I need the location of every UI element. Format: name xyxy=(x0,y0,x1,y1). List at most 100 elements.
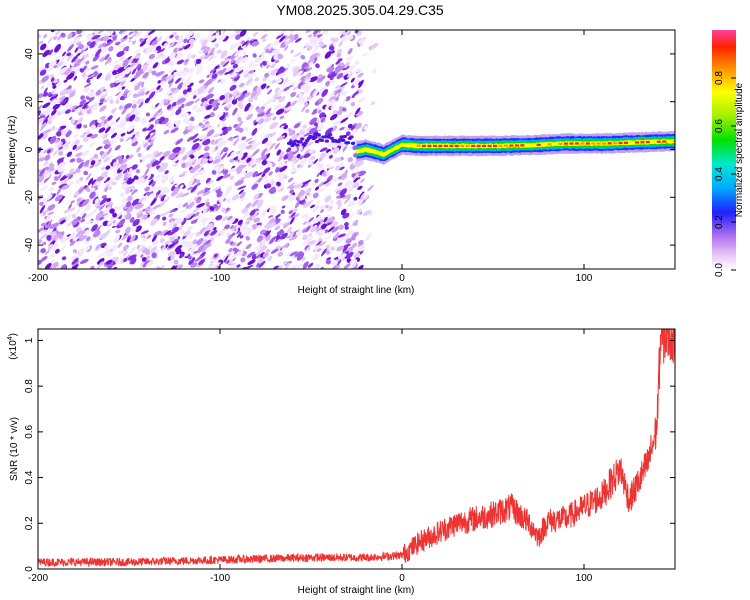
spectrogram-noise-blob xyxy=(44,154,51,161)
spectrogram-noise-blob xyxy=(47,149,51,154)
spectrogram-noise-blob xyxy=(176,70,185,77)
spectrogram-noise-blob xyxy=(211,73,218,79)
spectrogram-noise-blob xyxy=(265,234,271,242)
spectrogram-noise-blob xyxy=(249,209,256,216)
spectrogram-noise-blob xyxy=(198,227,206,235)
spectrogram-noise-blob xyxy=(86,67,91,73)
spectrogram-noise-blob xyxy=(222,215,229,222)
spectrogram-noise-blob xyxy=(94,203,100,208)
spectrogram-noise-blob xyxy=(162,187,169,193)
spectrogram-noise-blob xyxy=(85,236,91,242)
spectrogram-noise-blob xyxy=(70,67,76,73)
spectrogram-noise-blob xyxy=(107,115,113,121)
spectrogram-noise-blob xyxy=(183,129,189,135)
spectrogram-noise-blob xyxy=(343,263,351,269)
spectrogram-noise-blob xyxy=(268,48,276,54)
spectrogram-noise-blob xyxy=(260,34,268,40)
spectrogram-noise-blob xyxy=(146,145,151,151)
spectrogram-noise-blob xyxy=(170,255,175,261)
spectrogram-noise-blob xyxy=(101,195,107,199)
spectrogram-feature-blob xyxy=(345,141,351,145)
spectrogram-noise-blob xyxy=(229,175,234,181)
spectrogram-noise-blob xyxy=(358,191,365,200)
spectrogram-noise-blob xyxy=(283,80,291,84)
spectrogram-noise-blob xyxy=(227,260,233,265)
colorbar-label: Normalized spectral amplitude xyxy=(734,82,745,217)
spectrogram-noise-blob xyxy=(44,91,54,97)
spectrogram-xtick-label: 0 xyxy=(399,273,405,284)
spectrogram-feature-blob xyxy=(295,143,300,147)
spectrogram-noise-blob xyxy=(127,254,137,261)
spectrogram-noise-blob xyxy=(141,64,148,72)
spectrogram-noise-blob xyxy=(224,208,232,214)
spectrogram-noise-blob xyxy=(178,253,184,259)
spectrogram-noise-blob xyxy=(129,107,136,116)
spectrogram-noise-blob xyxy=(237,152,244,160)
spectrogram-noise-blob xyxy=(191,89,199,96)
spectrogram-noise-blob xyxy=(245,78,253,85)
spectrogram-noise-blob xyxy=(106,218,114,226)
spectrogram-noise-blob xyxy=(308,160,313,166)
spectrogram-noise-blob xyxy=(196,202,205,208)
spectrogram-noise-blob xyxy=(58,183,68,189)
spectrogram-noise-blob xyxy=(345,56,354,61)
spectrogram-noise-blob xyxy=(186,87,192,92)
spectrogram-noise-blob xyxy=(280,232,288,240)
spectrogram-noise-blob xyxy=(278,96,286,103)
spectrogram-noise-blob xyxy=(275,236,282,242)
spectrogram-noise-blob xyxy=(126,32,136,39)
spectrogram-feature-blob xyxy=(298,140,303,144)
spectrogram-noise-blob xyxy=(288,194,295,202)
spectrogram-noise-blob xyxy=(269,122,278,130)
spectrogram-noise-blob xyxy=(261,159,268,166)
spectrogram-noise-field xyxy=(38,30,379,269)
spectrogram-noise-blob xyxy=(242,251,248,257)
spectrogram-noise-blob xyxy=(141,257,147,262)
spectrogram-noise-blob xyxy=(335,264,340,269)
spectrogram-noise-blob xyxy=(168,220,174,229)
spectrogram-noise-blob xyxy=(220,68,227,75)
spectrogram-noise-blob xyxy=(276,78,283,84)
spectrogram-noise-blob xyxy=(342,194,352,200)
spectrogram-noise-blob xyxy=(78,248,85,255)
spectrogram-xtick-label: -200 xyxy=(28,273,48,284)
spectrogram-noise-blob xyxy=(48,186,55,192)
spectrogram-noise-blob xyxy=(335,59,341,65)
spectrogram-noise-blob xyxy=(112,168,118,174)
spectrogram-noise-blob xyxy=(42,149,50,154)
spectrogram-noise-blob xyxy=(318,74,323,79)
spectrogram-noise-blob xyxy=(168,42,175,49)
spectrogram-noise-blob xyxy=(213,204,218,209)
spectrogram-noise-blob xyxy=(95,212,102,221)
spectrogram-noise-blob xyxy=(135,225,142,232)
spectrogram-noise-blob xyxy=(88,91,96,98)
spectrogram-feature-blob xyxy=(326,135,331,139)
spectrogram-noise-blob xyxy=(55,174,62,181)
spectrogram-noise-blob xyxy=(341,91,348,96)
spectrogram-noise-blob xyxy=(159,116,166,122)
spectrogram-noise-blob xyxy=(271,162,276,168)
spectrogram-noise-blob xyxy=(69,240,76,246)
spectrogram-noise-blob xyxy=(195,58,202,64)
spectrogram-noise-blob xyxy=(331,50,335,54)
spectrogram-noise-blob xyxy=(162,221,167,226)
spectrogram-noise-blob xyxy=(292,86,298,91)
spectrogram-noise-blob xyxy=(195,66,204,75)
snr-ytick-label: 0.4 xyxy=(24,470,35,484)
spectrogram-noise-blob xyxy=(337,233,346,238)
spectrogram-noise-blob xyxy=(73,36,81,45)
spectrogram-noise-blob xyxy=(307,34,313,38)
spectrogram-noise-blob xyxy=(59,89,68,96)
spectrogram-noise-blob xyxy=(201,221,206,227)
spectrogram-noise-blob xyxy=(146,66,152,72)
spectrogram-noise-blob xyxy=(276,149,282,156)
spectrogram-noise-blob xyxy=(303,132,312,137)
spectrogram-noise-blob xyxy=(108,186,113,191)
spectrogram-noise-blob xyxy=(123,250,128,257)
spectrogram-noise-blob xyxy=(237,94,246,102)
spectrogram-noise-blob xyxy=(274,142,280,150)
spectrogram-noise-blob xyxy=(315,32,319,36)
spectrogram-noise-blob xyxy=(274,59,280,64)
spectrogram-noise-blob xyxy=(222,147,229,153)
spectrogram-noise-blob xyxy=(336,245,345,252)
